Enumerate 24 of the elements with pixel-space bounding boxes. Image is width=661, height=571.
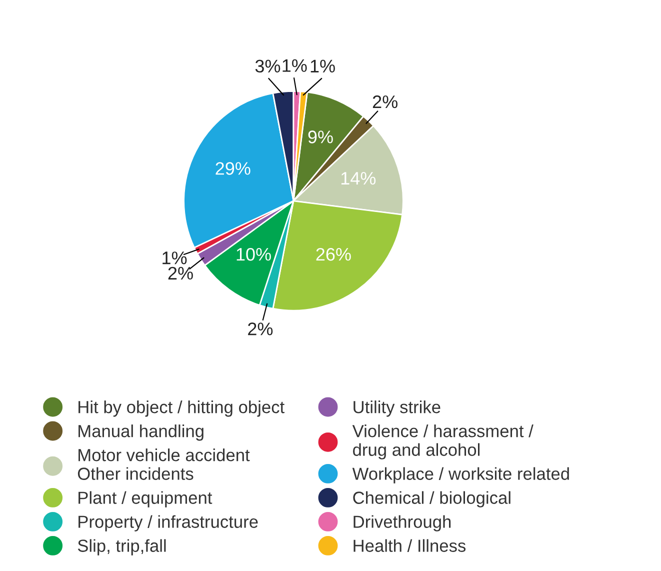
legend-label: Property / infrastructure xyxy=(78,515,258,532)
legend-label: Utility strike xyxy=(354,400,440,417)
legend-label: Slip, trip,fall xyxy=(78,539,166,556)
data-label: 10% xyxy=(236,248,271,261)
data-label: 2% xyxy=(248,322,273,336)
legend-label: Health / Illness xyxy=(354,539,466,552)
legend-label: Violence / harassment / drug and alcohol xyxy=(352,424,534,460)
data-label: 1% xyxy=(310,60,335,72)
data-label: 3% xyxy=(255,60,280,73)
legend-label: Manual handling xyxy=(78,424,204,441)
data-label: 26% xyxy=(316,248,351,261)
data-label: 9% xyxy=(308,130,333,144)
legend-label: Hit by object / hitting object xyxy=(78,400,284,417)
data-label: 2% xyxy=(372,95,398,108)
legend-label: Workplace / worksite related xyxy=(352,467,569,484)
legend-label: Motor vehicle accident Other incidents xyxy=(78,448,250,480)
legend-label: Plant / equipment xyxy=(78,491,212,508)
legend-label: Chemical / biological xyxy=(353,491,510,508)
data-label: 2% xyxy=(168,266,193,280)
data-label: 14% xyxy=(341,172,376,185)
data-label: 1% xyxy=(162,252,187,264)
data-label: 29% xyxy=(216,162,250,175)
legend-label: Drivethrough xyxy=(354,515,451,532)
data-label: 1% xyxy=(282,59,307,72)
